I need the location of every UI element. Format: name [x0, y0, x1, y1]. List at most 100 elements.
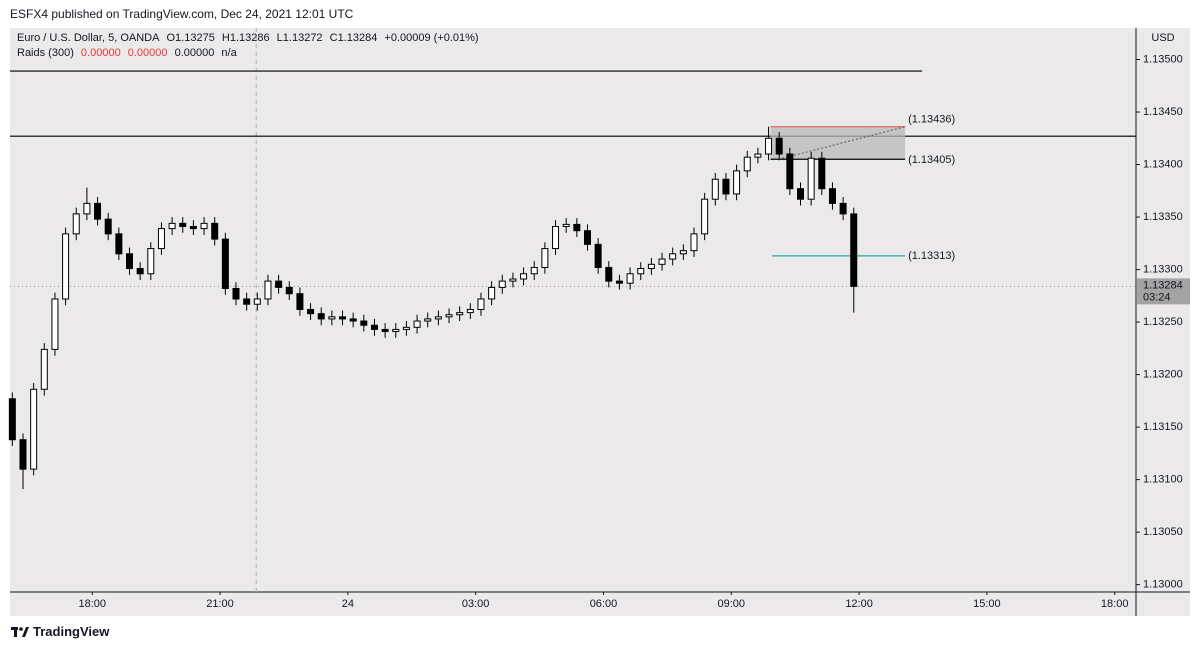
candle-body: [179, 222, 187, 228]
candle-body: [445, 314, 453, 318]
candle-body: [818, 157, 826, 190]
candle-body: [307, 308, 315, 315]
x-tick-label: 09:00: [718, 598, 746, 610]
plot-area: [10, 28, 1136, 592]
candle-body: [232, 287, 240, 300]
x-tick-label: 18:00: [78, 598, 106, 610]
candle-body: [62, 233, 70, 300]
y-tick-label: 1.13400: [1143, 158, 1183, 170]
publish-header: ESFX4 published on TradingView.com, Dec …: [10, 7, 354, 21]
candle-body: [40, 348, 48, 390]
candle-body: [786, 153, 794, 190]
candle-body: [615, 280, 623, 284]
candle-body: [189, 226, 197, 230]
price-axis: [1136, 28, 1190, 592]
ohlc-open: O1.13275: [166, 32, 215, 44]
y-tick-label: 1.13200: [1143, 368, 1183, 380]
candle-body: [807, 157, 815, 200]
candle-body: [328, 316, 336, 320]
candle-body: [30, 388, 38, 470]
ohlc-change: +0.00009 (+0.01%): [384, 32, 479, 44]
candle-body: [797, 188, 805, 200]
candle-body: [275, 280, 283, 288]
candle-body: [157, 228, 165, 250]
symbol-title: Euro / U.S. Dollar, 5, OANDA: [17, 32, 160, 44]
candle-body: [72, 213, 80, 235]
candle-body: [136, 268, 144, 275]
candle-body: [552, 226, 560, 250]
candle-body: [541, 248, 549, 268]
candle-body: [19, 439, 27, 470]
candle-body: [520, 273, 528, 280]
candle-body: [647, 263, 655, 270]
y-tick-label: 1.13000: [1143, 579, 1183, 591]
candle-body: [775, 137, 783, 155]
time-axis: [10, 592, 1190, 616]
candle-body: [530, 266, 538, 275]
candle-body: [83, 202, 91, 215]
candle-body: [583, 230, 591, 245]
ohlc-high: H1.13286: [221, 32, 270, 44]
indicator-name: Raids (300): [17, 47, 74, 59]
candle-body: [733, 170, 741, 195]
candle-body: [126, 253, 134, 270]
zone-top-label: (1.13436): [908, 114, 955, 126]
indicator-legend: Raids (300) 0.00000 0.00000 0.00000 n/a: [17, 47, 241, 59]
candle-body: [669, 253, 677, 260]
candle-body: [743, 156, 751, 172]
candle-body: [690, 233, 698, 252]
x-tick-label: 21:00: [206, 598, 234, 610]
candle-body: [168, 222, 176, 230]
indicator-value: 0.00000: [80, 47, 121, 59]
candle-body: [562, 223, 570, 228]
candle-body: [509, 278, 517, 282]
currency-label: USD: [1151, 32, 1174, 44]
logo: [11, 627, 29, 637]
candle-body: [8, 398, 16, 441]
candle-body: [477, 298, 485, 310]
candle-body: [658, 258, 666, 265]
candle-body: [402, 326, 410, 330]
x-tick-label: 12:00: [845, 598, 873, 610]
candle-body: [147, 248, 155, 275]
candle-body: [104, 218, 112, 235]
zone-bottom-label: (1.13405): [908, 154, 955, 166]
candle-body: [498, 280, 506, 288]
y-tick-label: 1.13250: [1143, 316, 1183, 328]
countdown-label: 03:24: [1143, 291, 1171, 303]
candle-body: [360, 320, 368, 326]
candle-body: [51, 298, 59, 350]
candle-body: [200, 222, 208, 230]
y-tick-label: 1.13100: [1143, 474, 1183, 486]
candle-body: [711, 178, 719, 200]
indicator-value: 0.00000: [127, 47, 168, 59]
candle-body: [754, 153, 762, 158]
candle-body: [424, 318, 432, 322]
candle-body: [679, 250, 687, 255]
candle-body: [839, 202, 847, 215]
indicator-value: n/a: [221, 47, 237, 59]
target-label: (1.13313): [908, 250, 955, 262]
candle-body: [605, 266, 613, 282]
candle-body: [765, 137, 773, 155]
candle-body: [285, 286, 293, 295]
candle-body: [722, 178, 730, 195]
y-tick-label: 1.13300: [1143, 263, 1183, 275]
candle-body: [264, 280, 272, 300]
candle-body: [392, 328, 400, 333]
candle-body: [381, 328, 389, 333]
candle-body: [701, 198, 709, 235]
candle-body: [456, 312, 464, 316]
candle-body: [850, 213, 858, 287]
candle-body: [221, 238, 229, 289]
y-tick-label: 1.13050: [1143, 526, 1183, 538]
symbol-legend: Euro / U.S. Dollar, 5, OANDA O1.13275 H1…: [17, 32, 483, 44]
x-tick-label: 03:00: [462, 598, 490, 610]
last-price-label: 1.13284: [1143, 279, 1183, 291]
candle-body: [243, 298, 251, 305]
candle-body: [413, 320, 421, 328]
y-tick-label: 1.13150: [1143, 421, 1183, 433]
candle-body: [466, 308, 474, 314]
